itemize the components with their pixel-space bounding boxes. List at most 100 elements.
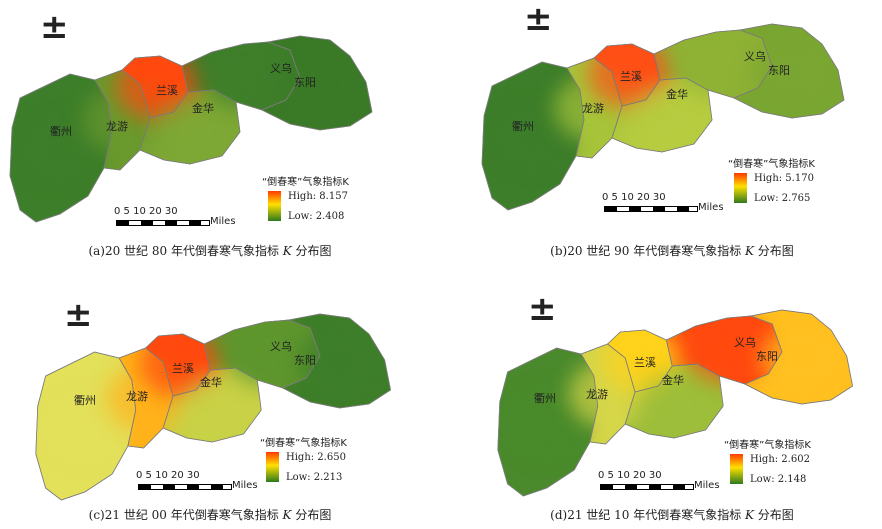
legend-color-ramp (268, 191, 281, 221)
legend: “倒春寒”气象指标K High: 8.157 Low: 2.408 (262, 173, 402, 239)
legend: “倒春寒”气象指标K High: 2.650 Low: 2.213 (260, 434, 400, 500)
scale-bar-graphic (138, 484, 232, 490)
map-panel-b: ± 衢州 龙游 兰溪 金华 义乌 东阳 “倒春寒”气象指标K High: 5.1… (462, 0, 882, 258)
caption-a: (a)20 世纪 80 年代倒春寒气象指标 K 分布图 (88, 244, 332, 258)
border-dongyang (733, 23, 845, 119)
scale-bar: 0 5 10 20 30 Miles (596, 192, 736, 218)
border-jinhua (611, 77, 713, 153)
overlay-yiwu (223, 318, 307, 386)
border-dongyang (743, 309, 853, 405)
legend-color-ramp (730, 454, 743, 484)
scale-bar: 0 5 10 20 30 Miles (130, 470, 270, 496)
caption-c: (c)21 世纪 00 年代倒春寒气象指标 K 分布图 (88, 508, 332, 522)
city-label-jinhua: 金华 (666, 88, 688, 101)
city-label-yiwu: 义乌 (734, 336, 756, 349)
overlay-yiwu (685, 314, 769, 382)
city-label-quzhou: 衢州 (534, 392, 556, 405)
legend-color-ramp (734, 173, 747, 203)
city-label-jinhua: 金华 (662, 374, 684, 387)
map-regions-c (35, 313, 391, 501)
scale-bar-unit: Miles (232, 480, 258, 491)
caption-d: (d)21 世纪 10 年代倒春寒气象指标 K 分布图 (550, 508, 794, 522)
map-a-svg (9, 35, 373, 223)
north-arrow-icon: ± (524, 0, 553, 39)
map-panel-d: ± 衢州 龙游 兰溪 金华 义乌 东阳 “倒春寒”气象指标K High: 2.6… (462, 264, 882, 522)
legend-high-label: High: 8.157 (288, 191, 348, 202)
legend: “倒春寒”气象指标K High: 5.170 Low: 2.765 (728, 155, 868, 221)
city-label-dongyang: 东阳 (756, 350, 778, 363)
north-arrow-icon: ± (40, 7, 69, 47)
overlay-jinhua (626, 84, 710, 152)
scale-bar-graphic (116, 220, 210, 226)
overlay-dongyang (278, 50, 362, 118)
north-arrow-icon: ± (64, 295, 93, 335)
city-label-longyou: 龙游 (582, 102, 604, 115)
overlay-jinhua (176, 374, 260, 442)
city-label-longyou: 龙游 (586, 388, 608, 401)
scale-bar-ticks: 0 5 10 20 30 (602, 192, 666, 203)
map-b-svg (481, 23, 845, 211)
city-label-lanxi: 兰溪 (620, 70, 642, 83)
legend-low-label: Low: 2.408 (288, 211, 345, 222)
legend: “倒春寒”气象指标K High: 2.602 Low: 2.148 (724, 436, 864, 502)
legend-high-label: High: 5.170 (754, 173, 814, 184)
scale-bar: 0 5 10 20 30 Miles (592, 470, 732, 496)
city-label-lanxi: 兰溪 (172, 362, 194, 375)
north-arrow-icon: ± (528, 289, 557, 329)
caption-b: (b)20 世纪 90 年代倒春寒气象指标 K 分布图 (550, 244, 794, 258)
map-regions-d (497, 309, 853, 497)
map-regions-a (9, 35, 373, 223)
border-dongyang (261, 35, 373, 131)
city-label-yiwu: 义乌 (270, 62, 292, 75)
city-label-longyou: 龙游 (106, 120, 128, 133)
map-c-svg (35, 313, 391, 501)
scale-bar: 0 5 10 20 30 Miles (108, 206, 248, 232)
city-label-longyou: 龙游 (126, 390, 148, 403)
scale-bar-ticks: 0 5 10 20 30 (136, 470, 200, 481)
border-jinhua (139, 89, 241, 165)
overlay-yiwu (202, 40, 286, 108)
overlay-jinhua (638, 370, 722, 438)
city-label-dongyang: 东阳 (768, 64, 790, 77)
interpolation-overlay (505, 314, 843, 458)
overlay-quzhou (490, 104, 574, 172)
legend-low-label: Low: 2.765 (754, 193, 811, 204)
city-label-lanxi: 兰溪 (634, 356, 656, 369)
legend-low-label: Low: 2.148 (750, 474, 807, 485)
city-label-jinhua: 金华 (192, 102, 214, 115)
overlay-jinhua (154, 96, 238, 164)
overlay-quzhou (505, 390, 588, 458)
scale-bar-unit: Miles (210, 216, 236, 227)
map-regions-b (481, 23, 845, 211)
overlay-quzhou (18, 116, 102, 184)
legend-low-label: Low: 2.213 (286, 472, 343, 483)
legend-title: “倒春寒”气象指标K (724, 440, 811, 451)
legend-high-label: High: 2.602 (750, 454, 810, 465)
scale-bar-unit: Miles (694, 480, 720, 491)
legend-title: “倒春寒”气象指标K (262, 177, 349, 188)
overlay-quzhou (43, 394, 126, 462)
interpolation-overlay (43, 318, 381, 462)
city-label-quzhou: 衢州 (74, 394, 96, 407)
city-label-yiwu: 义乌 (270, 340, 292, 353)
map-panel-c: ± 衢州 龙游 兰溪 金华 义乌 东阳 “倒春寒”气象指标K High: 2.6… (0, 264, 420, 522)
overlay-dongyang (298, 328, 381, 396)
scale-bar-ticks: 0 5 10 20 30 (598, 470, 662, 481)
city-label-dongyang: 东阳 (294, 354, 316, 367)
scale-bar-graphic (600, 484, 694, 490)
scale-bar-unit: Miles (698, 202, 724, 213)
interpolation-overlay (490, 28, 834, 172)
scale-bar-ticks: 0 5 10 20 30 (114, 206, 178, 217)
border-jinhua (624, 363, 724, 439)
overlay-yiwu (674, 28, 758, 96)
city-label-jinhua: 金华 (200, 376, 222, 389)
map-panel-a: ± 衢州 龙游 兰溪 金华 义乌 东阳 “倒春寒”气象指标K High: 8.1… (0, 0, 420, 258)
border-dongyang (281, 313, 391, 409)
legend-title: “倒春寒”气象指标K (260, 438, 347, 449)
city-label-dongyang: 东阳 (294, 76, 316, 89)
city-label-quzhou: 衢州 (50, 125, 72, 138)
legend-color-ramp (266, 452, 279, 482)
overlay-dongyang (760, 324, 843, 392)
city-label-lanxi: 兰溪 (156, 84, 178, 97)
overlay-dongyang (750, 38, 834, 106)
